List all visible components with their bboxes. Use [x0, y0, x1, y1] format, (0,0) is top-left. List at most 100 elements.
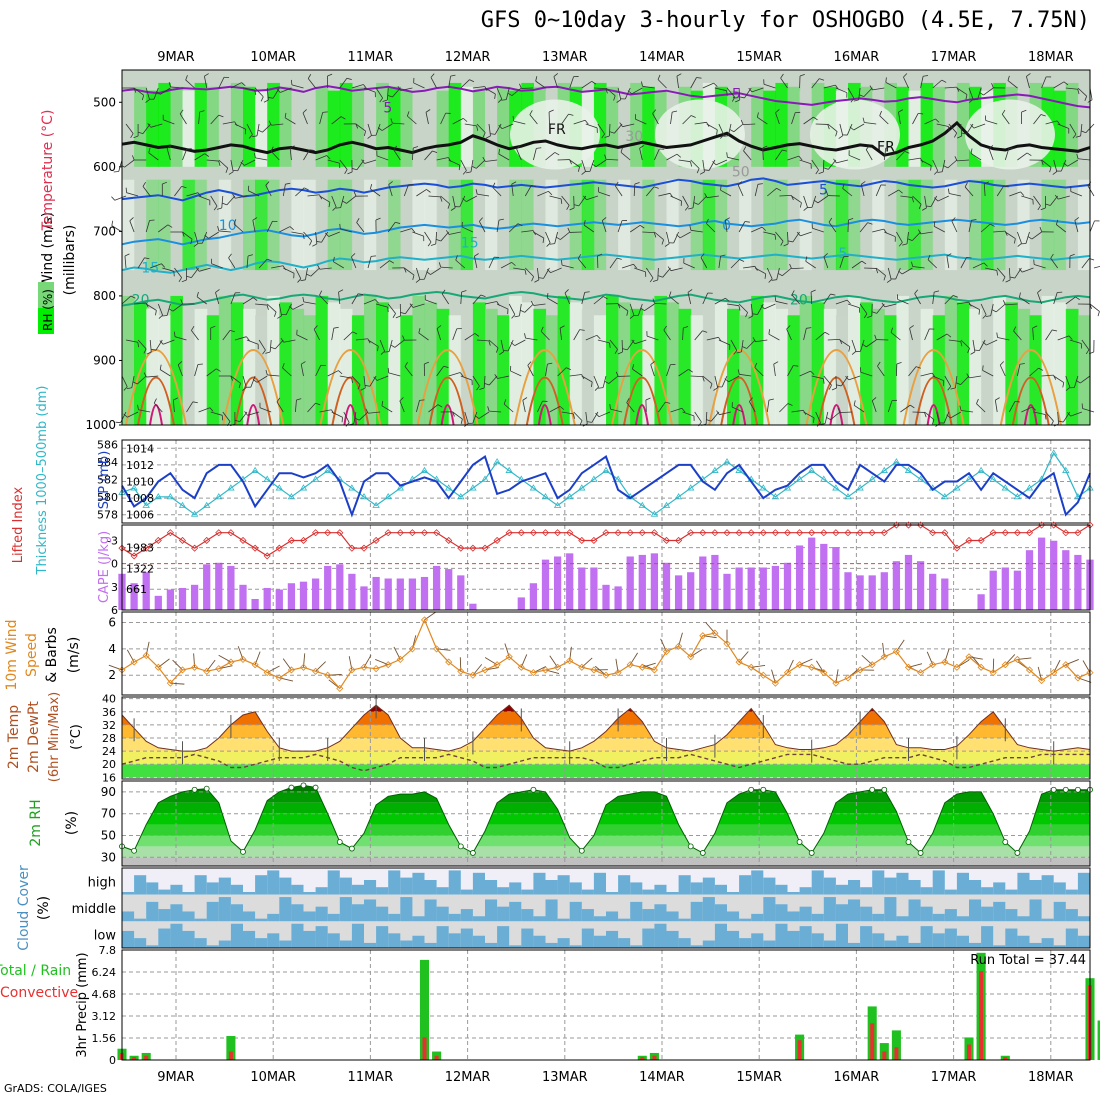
rh-cell	[183, 302, 196, 425]
isotherm-label: 20	[132, 292, 150, 308]
cloud-cell	[872, 870, 885, 894]
cape-bar	[239, 585, 246, 610]
cloud-cell	[739, 938, 752, 948]
pressure-tick: 600	[93, 160, 116, 174]
rh-dry-patch	[810, 100, 900, 170]
cloud-cell	[618, 919, 631, 922]
convective-bar	[967, 1044, 971, 1060]
precip-tick: 4.68	[92, 988, 117, 1001]
convective-bar	[144, 1056, 148, 1060]
cloud-cell	[848, 880, 861, 895]
rh-cell	[606, 87, 619, 167]
cape-bar	[941, 579, 948, 610]
rh-cell	[909, 91, 922, 167]
date-label-bottom: 11MAR	[348, 1070, 394, 1085]
cloud-cell	[909, 880, 922, 895]
rh-cell	[376, 180, 389, 270]
cloud-cell	[558, 875, 571, 894]
cloud-cell-bg	[606, 868, 619, 895]
date-label-top: 14MAR	[639, 50, 685, 65]
cape-bar	[445, 569, 452, 610]
cape-bar	[276, 590, 283, 610]
temp-tick: 36	[102, 706, 116, 719]
cloud-cell	[679, 919, 692, 922]
rh-cell	[170, 87, 183, 167]
cape-bar	[844, 572, 851, 610]
cape-axis-label: CAPE (J/kg)	[97, 531, 112, 603]
rh-cell	[243, 309, 256, 425]
cape-bar	[760, 568, 767, 611]
rh-point	[349, 846, 354, 851]
date-label-bottom: 15MAR	[736, 1070, 782, 1085]
cloud-cell	[957, 916, 970, 921]
rh-point	[688, 844, 693, 849]
rh-cell	[304, 315, 317, 425]
cloud-cell	[243, 892, 256, 895]
cloud-cell	[957, 936, 970, 948]
rh-cell	[207, 180, 220, 270]
cape-bar	[735, 568, 742, 611]
rh-cell	[437, 91, 450, 167]
cloud-cell	[352, 924, 365, 948]
cape-bar	[651, 553, 658, 610]
rh-point	[313, 785, 318, 790]
precip-tick: 1.56	[92, 1032, 117, 1045]
cloud-cell	[340, 878, 353, 895]
cloud-cell	[509, 902, 522, 921]
cloud-cell	[1042, 919, 1055, 922]
run-total-label: Run Total = 37.44	[970, 953, 1086, 968]
cloud-cell-bg	[727, 868, 740, 895]
cloud-cell	[703, 897, 716, 921]
cape-bar	[748, 568, 755, 611]
wind-tick: 6	[108, 616, 116, 630]
cloud-cell	[497, 907, 510, 922]
cloud-cell	[400, 878, 413, 895]
cape-bar	[1062, 550, 1069, 610]
cloud-cell	[412, 873, 425, 895]
slp-tick: 1010	[126, 476, 154, 489]
date-label-top: 17MAR	[931, 50, 977, 65]
rh-cell	[134, 180, 147, 270]
cape-bar	[191, 585, 198, 610]
cape-bar	[155, 596, 162, 610]
cloud-cell	[316, 926, 329, 948]
cloud-cell	[570, 902, 583, 921]
cloud-cell	[376, 907, 389, 922]
cloud-cell	[388, 914, 401, 921]
cloud-cell	[812, 914, 825, 921]
cloud-cell	[1017, 873, 1030, 895]
temp-band	[122, 764, 1090, 777]
cloud-cell	[715, 885, 728, 895]
temp-tick: 32	[102, 719, 116, 732]
cape-bar	[977, 594, 984, 610]
cloud-cell	[896, 936, 909, 948]
precip-frame	[122, 950, 1090, 1060]
precip-tick: 7.8	[99, 944, 117, 957]
date-label-bottom: 9MAR	[157, 1070, 194, 1085]
rh-cell	[219, 91, 232, 167]
cloud-cell	[304, 931, 317, 948]
cloud-cell	[1042, 938, 1055, 948]
convective-bar	[870, 1023, 874, 1060]
rh-cell	[582, 309, 595, 425]
slp-tick: 1008	[126, 492, 154, 505]
rh-cell	[884, 180, 897, 270]
cloud-cell	[630, 902, 643, 921]
pressure-axis-label: (millibars)	[62, 225, 78, 296]
cloud-cell	[473, 936, 486, 948]
precip-label-convective: Convective	[0, 985, 78, 1001]
date-label-top: 13MAR	[542, 50, 588, 65]
convective-bar	[894, 1047, 898, 1060]
cloud-cell	[836, 904, 849, 921]
cape-bar	[578, 568, 585, 611]
temp-tick: 20	[102, 758, 116, 771]
rh-cell	[412, 83, 425, 167]
rh-cell	[340, 309, 353, 425]
rh-cell	[364, 180, 377, 270]
cloud-cell	[328, 933, 341, 948]
cloud-cell	[219, 897, 232, 921]
rh-cell	[364, 296, 377, 425]
precip-tick: 6.24	[92, 966, 117, 979]
cloud-cell	[304, 892, 317, 895]
cloud-cell-bg	[993, 921, 1006, 948]
